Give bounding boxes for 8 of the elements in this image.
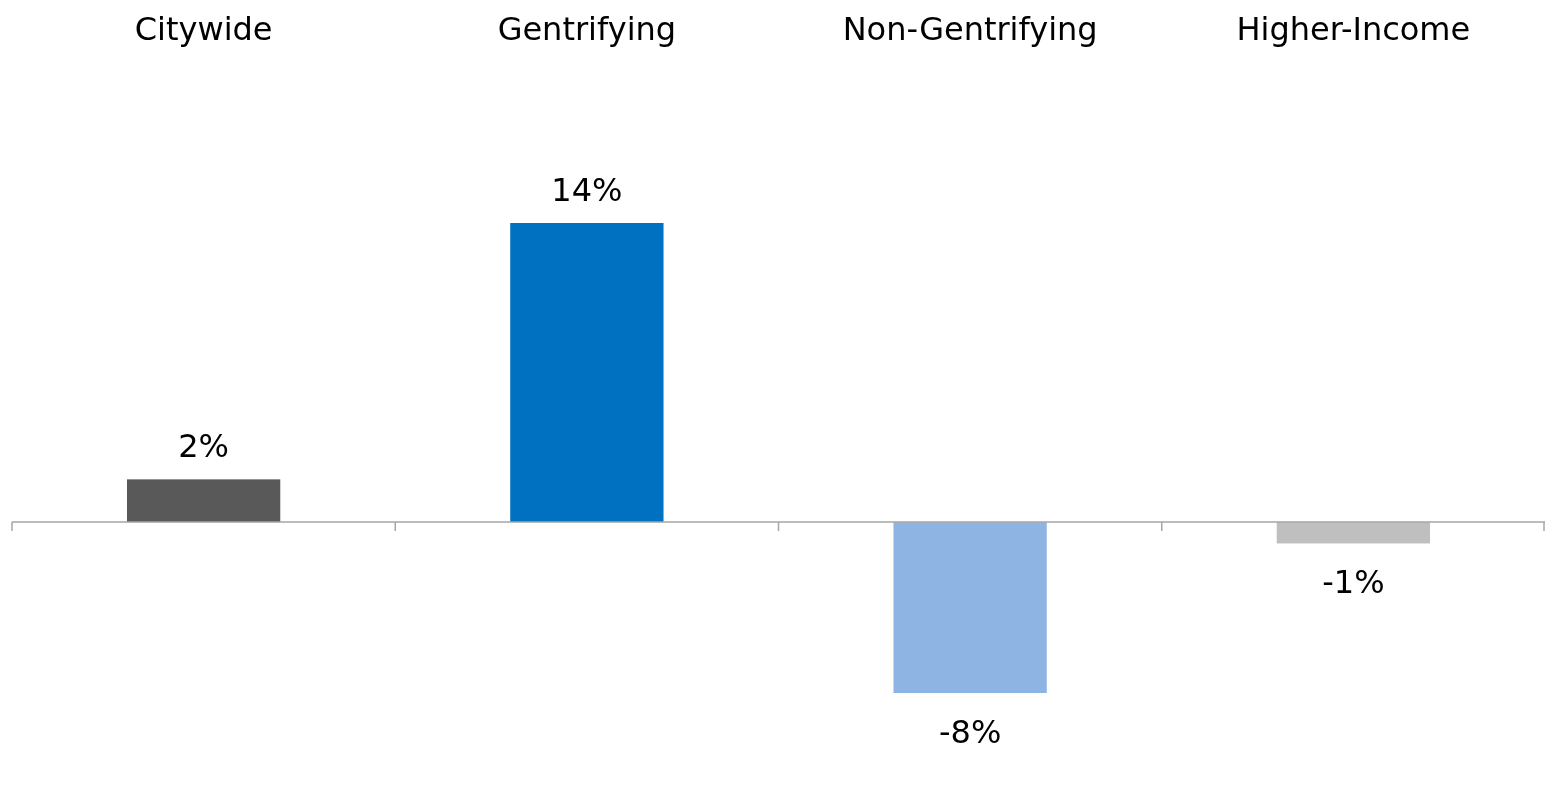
data-label: 14% bbox=[551, 171, 623, 209]
data-label: -1% bbox=[1322, 563, 1385, 602]
x-tick-label: Gentrifying bbox=[497, 10, 677, 48]
x-tick-label: Higher-Income bbox=[1236, 10, 1471, 48]
data-label: 2% bbox=[178, 427, 230, 466]
x-tick-label: Non-Gentrifying bbox=[842, 10, 1098, 48]
x-tick-label: Citywide bbox=[134, 10, 273, 48]
data-label: -8% bbox=[938, 713, 1002, 751]
